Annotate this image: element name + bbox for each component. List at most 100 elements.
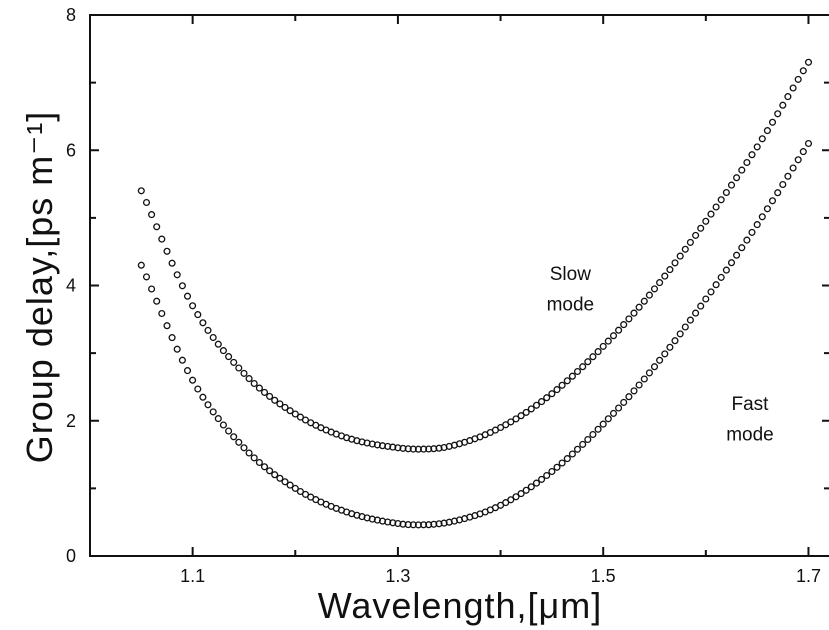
- x-tick-label: 1.5: [591, 566, 616, 586]
- fast-mode-point: [563, 455, 571, 463]
- slow-mode-point: [768, 118, 777, 126]
- slow-mode-point: [296, 413, 304, 421]
- fast-mode-point: [640, 375, 648, 383]
- fast-mode-point: [676, 330, 684, 338]
- fast-mode-point: [178, 356, 186, 364]
- fast-mode-point: [153, 297, 161, 305]
- fast-mode-point: [266, 467, 274, 475]
- fast-mode-point: [681, 323, 689, 331]
- slow-mode-point: [625, 315, 633, 323]
- slow-mode-point: [620, 321, 628, 329]
- fast-mode-point: [692, 309, 700, 317]
- slow-mode-point: [774, 110, 782, 118]
- slow-mode-point: [671, 259, 679, 267]
- slow-mode-point: [158, 235, 166, 243]
- fast-mode-point: [553, 463, 561, 471]
- slow-mode-point: [748, 151, 756, 159]
- x-axis-title: Wavelength,[μm]: [318, 585, 603, 626]
- fast-mode-point: [768, 197, 777, 205]
- slow-mode-point: [804, 58, 813, 66]
- slow-mode-point: [656, 279, 664, 287]
- fast-mode-point: [420, 521, 428, 529]
- slow-mode-point: [183, 292, 192, 300]
- slow-mode-point: [271, 396, 279, 404]
- fast-mode-point: [548, 467, 556, 476]
- annotation-label: Fast: [731, 394, 769, 415]
- fast-mode-point: [599, 420, 607, 428]
- slow-mode-point: [763, 127, 771, 135]
- slow-mode-point: [394, 444, 402, 452]
- fast-mode-point: [502, 499, 510, 507]
- slow-mode-point: [568, 372, 576, 380]
- slow-mode-point: [794, 75, 802, 83]
- slow-mode-point: [266, 392, 274, 400]
- fast-mode-point: [158, 309, 166, 318]
- slow-mode-point: [194, 311, 202, 319]
- slow-mode-point: [527, 405, 535, 413]
- fast-mode-point: [799, 148, 807, 156]
- fast-mode-point: [245, 449, 253, 457]
- annotation-label: Slow: [550, 264, 591, 285]
- y-tick-label: 0: [66, 546, 76, 566]
- y-axis-title: Group delay,[ps m⁻¹]: [19, 111, 60, 463]
- x-tick-label: 1.1: [180, 566, 205, 586]
- fast-mode-point: [199, 393, 207, 401]
- slow-mode-point: [173, 271, 181, 279]
- slow-mode-point: [240, 369, 248, 377]
- fast-mode-point: [425, 521, 433, 529]
- slow-mode-point: [209, 333, 217, 342]
- slow-mode-point: [153, 223, 161, 231]
- slow-mode-point: [404, 445, 412, 453]
- fast-mode-point: [727, 259, 736, 267]
- y-tick-label: 8: [66, 5, 76, 25]
- slow-mode-point: [615, 326, 623, 334]
- fast-mode-point: [630, 387, 638, 395]
- fast-mode-point: [235, 438, 243, 446]
- slow-mode-point: [743, 158, 751, 167]
- fast-mode-point: [594, 425, 602, 433]
- fast-mode-point: [296, 487, 304, 496]
- fast-mode-point: [409, 521, 417, 529]
- slow-mode-point: [260, 388, 269, 396]
- slow-mode-point: [204, 326, 212, 334]
- slow-mode-point: [630, 309, 638, 317]
- slow-mode-point: [553, 386, 561, 394]
- slow-mode-point: [738, 166, 746, 174]
- slow-mode-point: [707, 210, 715, 218]
- fast-mode-point: [214, 415, 222, 423]
- slow-mode-point: [137, 187, 145, 195]
- fast-mode-point: [584, 435, 592, 444]
- slow-mode-point: [522, 408, 530, 416]
- fast-mode-point: [666, 343, 674, 351]
- fast-mode-point: [148, 285, 156, 293]
- slow-mode-point: [697, 224, 705, 232]
- fast-mode-point: [615, 404, 623, 412]
- slow-mode-point: [789, 84, 797, 92]
- fast-mode-point: [173, 345, 181, 353]
- slow-mode-point: [589, 353, 597, 361]
- slow-mode-point: [558, 381, 566, 389]
- slow-mode-point: [409, 445, 417, 453]
- slow-mode-point: [635, 303, 643, 311]
- fast-mode-point: [538, 475, 546, 483]
- slow-mode-point: [686, 238, 694, 246]
- slow-mode-point: [142, 198, 151, 207]
- fast-mode-point: [702, 295, 710, 303]
- fast-mode-point: [276, 474, 284, 482]
- y-tick-label: 4: [66, 276, 76, 296]
- fast-mode-point: [255, 458, 263, 467]
- annotation-label: mode: [726, 424, 774, 445]
- fast-mode-point: [230, 433, 238, 441]
- slow-mode-point: [425, 445, 433, 453]
- slow-mode-point: [604, 337, 612, 345]
- slow-mode-point: [676, 252, 684, 260]
- fast-mode-point: [404, 521, 412, 529]
- y-tick-label: 6: [66, 140, 76, 160]
- slow-mode-point: [573, 367, 582, 376]
- slow-mode-point: [733, 174, 741, 182]
- slow-mode-point: [784, 93, 792, 101]
- fast-mode-point: [558, 459, 566, 467]
- slow-mode-point: [702, 217, 710, 225]
- fast-mode-point: [579, 440, 587, 448]
